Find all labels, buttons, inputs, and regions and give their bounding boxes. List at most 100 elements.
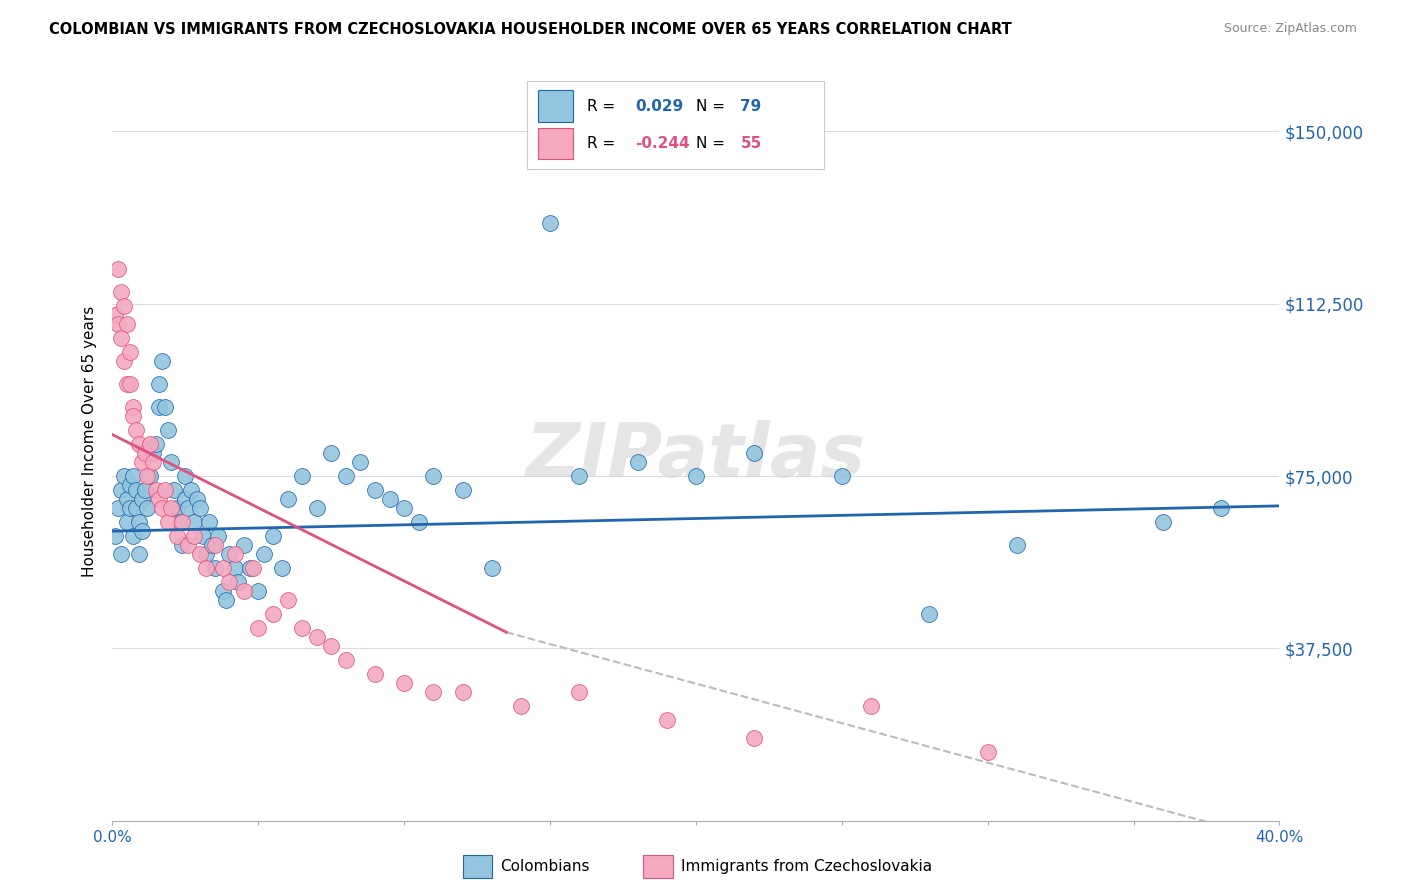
Point xyxy=(394,501,416,516)
Point xyxy=(378,491,401,506)
Point xyxy=(212,561,235,575)
Point xyxy=(186,491,208,506)
Point xyxy=(218,574,240,589)
Point xyxy=(128,515,150,529)
Point xyxy=(218,547,240,561)
Point xyxy=(128,547,150,561)
Point xyxy=(204,538,226,552)
Point xyxy=(115,491,138,506)
Point xyxy=(107,262,129,277)
Point xyxy=(918,607,941,621)
Point xyxy=(128,437,150,451)
Point xyxy=(139,437,162,451)
Point xyxy=(115,377,138,392)
Point xyxy=(125,483,148,497)
Point xyxy=(321,639,343,653)
Point xyxy=(110,285,132,300)
Point xyxy=(247,621,270,635)
Point xyxy=(212,583,235,598)
Point xyxy=(136,469,159,483)
Point xyxy=(153,400,176,414)
Point xyxy=(321,446,343,460)
Point xyxy=(153,483,176,497)
Text: Source: ZipAtlas.com: Source: ZipAtlas.com xyxy=(1223,22,1357,36)
Point xyxy=(110,331,132,345)
Point xyxy=(224,547,246,561)
Point xyxy=(224,561,246,575)
Point xyxy=(166,529,188,543)
FancyBboxPatch shape xyxy=(644,855,672,878)
Point xyxy=(110,483,132,497)
Point xyxy=(1209,501,1232,516)
Point xyxy=(183,529,205,543)
Point xyxy=(169,515,191,529)
Point xyxy=(104,529,127,543)
Point xyxy=(125,423,148,437)
Point xyxy=(122,529,145,543)
Point xyxy=(291,469,314,483)
Point xyxy=(253,547,276,561)
Text: Colombians: Colombians xyxy=(501,859,589,873)
Point xyxy=(160,455,183,469)
Point xyxy=(150,501,173,516)
Point xyxy=(107,501,129,516)
Point xyxy=(107,318,129,332)
Point xyxy=(226,574,249,589)
Point xyxy=(451,685,474,699)
Point xyxy=(148,377,170,392)
Point xyxy=(655,713,678,727)
Point xyxy=(156,423,179,437)
Point xyxy=(145,437,167,451)
Point xyxy=(232,583,254,598)
Point xyxy=(481,561,503,575)
Point xyxy=(150,354,173,368)
Text: 55: 55 xyxy=(741,136,762,151)
Text: -0.244: -0.244 xyxy=(636,136,690,151)
Point xyxy=(142,455,165,469)
Text: N =: N = xyxy=(696,136,730,151)
Point xyxy=(215,593,238,607)
Point xyxy=(172,538,194,552)
Point xyxy=(627,455,650,469)
Text: N =: N = xyxy=(696,99,730,114)
Point xyxy=(148,400,170,414)
Point xyxy=(509,698,531,713)
Point xyxy=(831,469,853,483)
Point xyxy=(291,621,314,635)
FancyBboxPatch shape xyxy=(538,128,574,160)
Text: ZIPatlas: ZIPatlas xyxy=(526,420,866,493)
Text: 0.029: 0.029 xyxy=(636,99,683,114)
Text: 79: 79 xyxy=(741,99,762,114)
Point xyxy=(125,501,148,516)
Point xyxy=(180,483,202,497)
Point xyxy=(118,501,141,516)
Point xyxy=(860,698,883,713)
Point xyxy=(172,515,194,529)
Point xyxy=(422,469,444,483)
Point xyxy=(276,491,298,506)
Point xyxy=(115,515,138,529)
Point xyxy=(110,547,132,561)
Point xyxy=(112,469,135,483)
Point xyxy=(422,685,444,699)
Text: R =: R = xyxy=(588,136,620,151)
Point xyxy=(335,653,357,667)
Point xyxy=(118,478,141,492)
Point xyxy=(177,538,200,552)
Text: COLOMBIAN VS IMMIGRANTS FROM CZECHOSLOVAKIA HOUSEHOLDER INCOME OVER 65 YEARS COR: COLOMBIAN VS IMMIGRANTS FROM CZECHOSLOVA… xyxy=(49,22,1012,37)
Point xyxy=(148,491,170,506)
Point xyxy=(131,524,153,538)
Point xyxy=(122,400,145,414)
Point xyxy=(118,377,141,392)
Point xyxy=(394,675,416,690)
FancyBboxPatch shape xyxy=(463,855,492,878)
Point xyxy=(174,491,197,506)
Point xyxy=(118,345,141,359)
Point xyxy=(188,501,211,516)
Point xyxy=(742,731,765,745)
Point xyxy=(568,469,591,483)
Point xyxy=(145,483,167,497)
Point xyxy=(188,547,211,561)
Point xyxy=(142,446,165,460)
Text: Immigrants from Czechoslovakia: Immigrants from Czechoslovakia xyxy=(681,859,932,873)
